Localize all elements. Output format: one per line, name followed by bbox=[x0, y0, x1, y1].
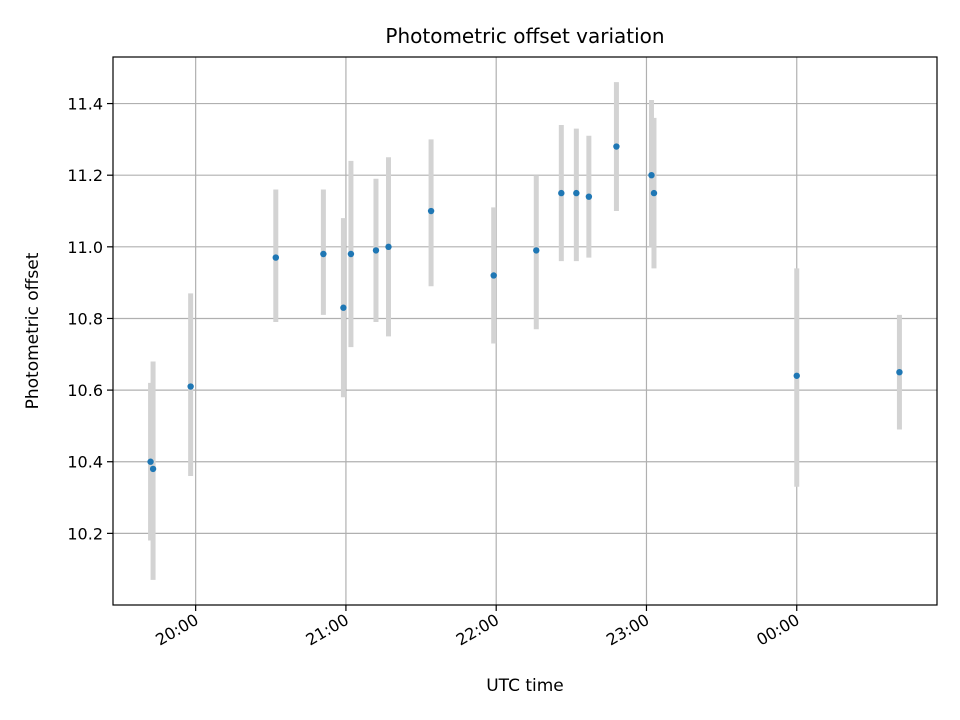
grid-lines bbox=[113, 57, 937, 605]
data-point bbox=[385, 243, 392, 251]
x-tick-label: 22:00 bbox=[453, 610, 502, 650]
y-tick-label: 10.6 bbox=[67, 381, 103, 400]
x-tick-label: 21:00 bbox=[302, 610, 351, 650]
x-axis-ticks: 20:00 21:00 22:00 23:00 00:00 bbox=[152, 605, 803, 650]
data-point bbox=[147, 458, 154, 465]
data-points bbox=[147, 143, 903, 473]
data-point bbox=[573, 189, 580, 197]
data-point bbox=[372, 247, 380, 254]
data-point bbox=[149, 465, 157, 473]
chart-title: Photometric offset variation bbox=[385, 24, 664, 48]
y-tick-label: 10.8 bbox=[67, 309, 103, 328]
plot-area-frame bbox=[112, 56, 938, 606]
x-tick-label: 23:00 bbox=[603, 610, 652, 650]
data-point bbox=[585, 193, 593, 200]
data-point bbox=[340, 304, 347, 311]
data-point bbox=[558, 189, 565, 197]
y-tick-label: 11.4 bbox=[67, 95, 103, 114]
data-point bbox=[650, 189, 658, 197]
x-tick-label: 20:00 bbox=[152, 610, 201, 650]
data-point bbox=[347, 250, 355, 258]
y-tick-label: 10.2 bbox=[67, 524, 103, 543]
data-point bbox=[490, 272, 497, 279]
data-point bbox=[272, 254, 279, 261]
y-axis-ticks: 10.2 10.4 10.6 10.8 11.0 11.2 11.4 bbox=[67, 95, 113, 543]
data-point bbox=[613, 143, 620, 150]
y-tick-label: 10.4 bbox=[67, 453, 103, 472]
data-point bbox=[896, 368, 903, 376]
x-axis-title: UTC time bbox=[486, 676, 564, 696]
y-tick-label: 11.0 bbox=[67, 238, 103, 257]
data-point bbox=[793, 372, 800, 379]
data-point bbox=[427, 207, 435, 215]
x-tick-label: 00:00 bbox=[753, 610, 802, 650]
data-point bbox=[533, 247, 540, 254]
y-tick-label: 11.2 bbox=[67, 166, 103, 185]
error-bars bbox=[148, 82, 902, 580]
data-point bbox=[648, 171, 655, 179]
y-axis-title: Photometric offset bbox=[23, 252, 43, 409]
data-point bbox=[187, 383, 194, 390]
data-point bbox=[320, 250, 327, 258]
